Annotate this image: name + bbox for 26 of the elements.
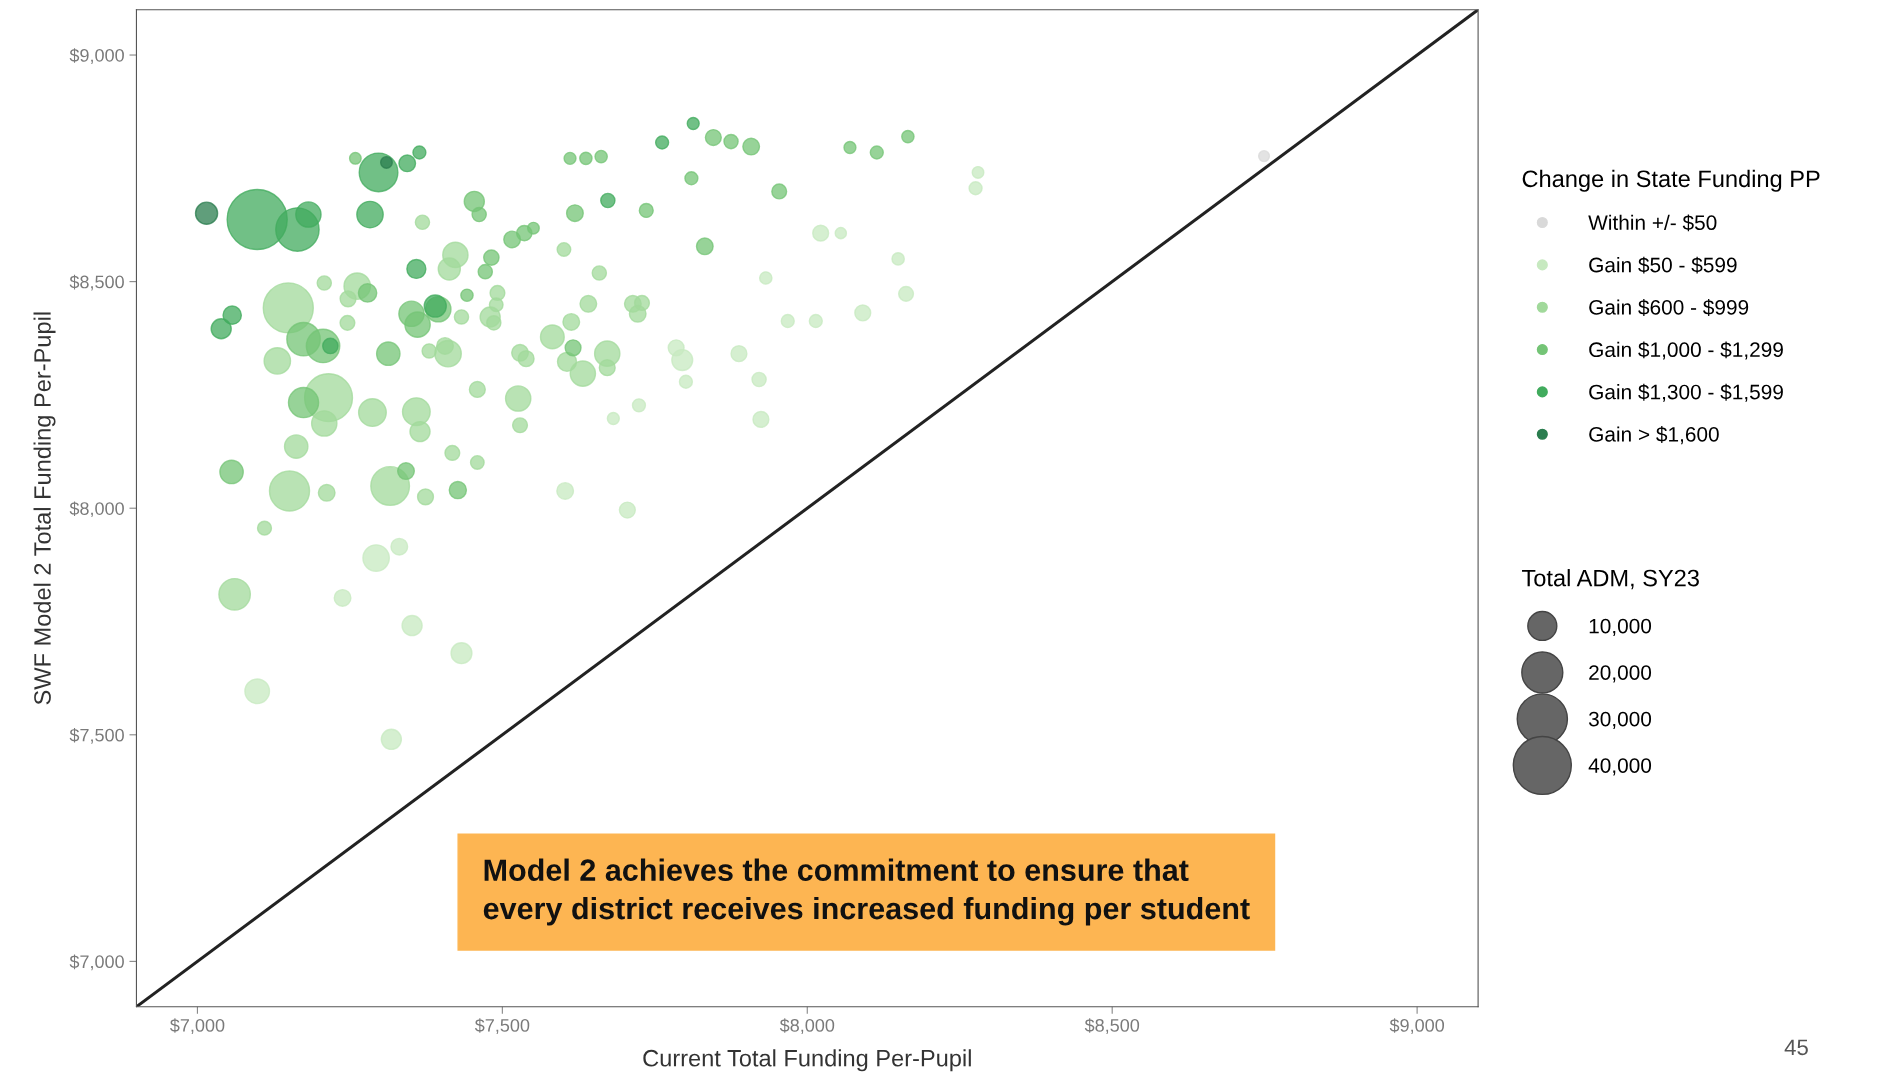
x-tick-label: $9,000 <box>1389 1018 1445 1034</box>
legend-label: Gain $50 - $599 <box>1589 256 1737 274</box>
y-tick-label: $9,000 <box>69 48 124 64</box>
x-tick-label: $8,500 <box>1084 1018 1140 1034</box>
text: 45 <box>1784 1039 1808 1056</box>
x-tick-label: $8,000 <box>779 1018 835 1034</box>
x-tick-label: $7,500 <box>474 1018 530 1034</box>
y-tick-label: $8,500 <box>69 274 124 291</box>
y-axis-title: SWF Model 2 Total Funding Per-Pupil <box>33 312 56 705</box>
legend-label: 30,000 <box>1588 711 1652 729</box>
legend-title: Change in State Funding PP <box>1522 169 1820 192</box>
y-tick-label: $7,000 <box>69 954 124 971</box>
annotation: Model 2 achieves the commitment to ensure that every district receives increased funding per student <box>483 858 1250 926</box>
legend-label: Gain $1,000 - $1,299 <box>1589 341 1783 360</box>
x-axis-title: Current Total Funding Per-Pupil <box>643 1049 971 1072</box>
y-tick-label: $7,500 <box>69 727 124 744</box>
x-tick-label: $7,000 <box>170 1018 225 1034</box>
legend-label: Within +/- $50 <box>1588 214 1717 232</box>
legend-label: 40,000 <box>1588 758 1652 776</box>
legend-label: Gain > $1,600 <box>1589 426 1719 445</box>
legend-label: 20,000 <box>1589 665 1652 683</box>
legend-label: Gain $600 - $999 <box>1589 299 1749 316</box>
y-tick-label: $8,000 <box>69 501 124 518</box>
legend-label: Gain $1,300 - $1,599 <box>1589 383 1783 402</box>
text: Total ADM, SY23 <box>1522 569 1699 590</box>
legend-label: 10,000 <box>1589 618 1652 636</box>
